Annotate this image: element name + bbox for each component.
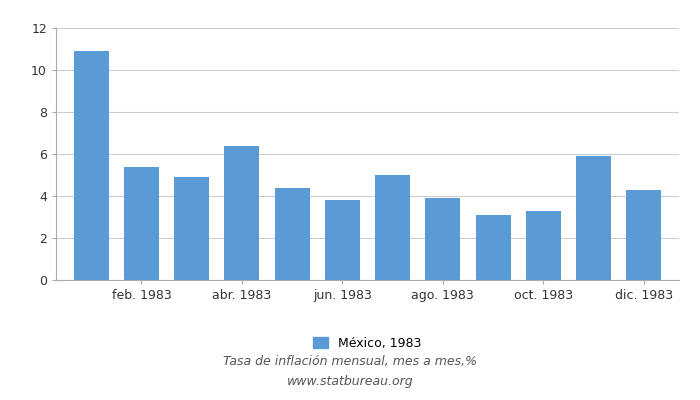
Bar — [224, 146, 260, 280]
Bar — [274, 188, 309, 280]
Legend: México, 1983: México, 1983 — [314, 337, 421, 350]
Bar — [626, 190, 662, 280]
Bar — [526, 211, 561, 280]
Bar — [174, 177, 209, 280]
Bar — [74, 51, 108, 280]
Bar — [124, 166, 159, 280]
Bar — [576, 156, 611, 280]
Bar — [325, 200, 360, 280]
Bar — [375, 175, 410, 280]
Text: www.statbureau.org: www.statbureau.org — [287, 376, 413, 388]
Text: Tasa de inflación mensual, mes a mes,%: Tasa de inflación mensual, mes a mes,% — [223, 356, 477, 368]
Bar — [426, 198, 461, 280]
Bar — [475, 215, 511, 280]
